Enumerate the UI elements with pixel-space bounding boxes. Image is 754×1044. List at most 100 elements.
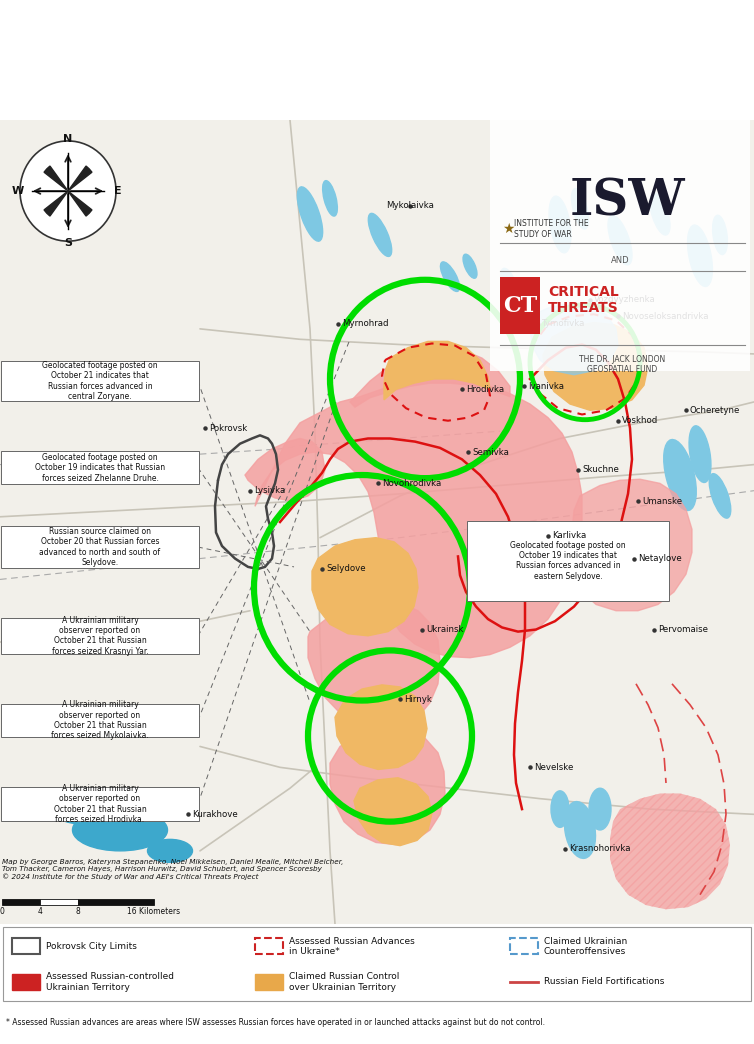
FancyBboxPatch shape — [1, 704, 199, 737]
Ellipse shape — [565, 802, 596, 858]
Text: ★: ★ — [502, 222, 514, 236]
Text: Nevelske: Nevelske — [534, 763, 573, 772]
Text: Lysivka: Lysivka — [254, 487, 285, 495]
Text: Kurakhove: Kurakhove — [192, 810, 238, 818]
Text: 16 Kilometers: 16 Kilometers — [127, 907, 180, 917]
Text: Selydove: Selydove — [326, 565, 366, 573]
Ellipse shape — [368, 213, 391, 257]
Text: 8: 8 — [75, 907, 81, 917]
Text: Russian Field Fortifications: Russian Field Fortifications — [544, 977, 664, 987]
Ellipse shape — [549, 196, 571, 253]
Text: Ocheretyne: Ocheretyne — [690, 406, 740, 414]
Polygon shape — [384, 341, 490, 400]
Polygon shape — [245, 438, 325, 501]
Ellipse shape — [440, 262, 459, 291]
Text: Map by George Barros, Kateryna Stepanenko, Noel Mikkelsen, Daniel Mealie, Mitche: Map by George Barros, Kateryna Stepanenk… — [2, 859, 343, 880]
Text: E: E — [115, 186, 122, 196]
Bar — [490, 120, 750, 371]
Bar — [40, 899, 78, 905]
Ellipse shape — [297, 187, 323, 241]
Text: Hrodivka: Hrodivka — [466, 385, 504, 394]
FancyBboxPatch shape — [1, 618, 199, 654]
Text: CRITICAL
THREATS: CRITICAL THREATS — [548, 285, 619, 315]
Bar — [12, 939, 40, 954]
Ellipse shape — [589, 788, 611, 830]
Ellipse shape — [551, 791, 569, 827]
FancyBboxPatch shape — [1, 526, 199, 568]
Text: Vozdvyzhenka: Vozdvyzhenka — [594, 295, 656, 304]
Text: Pervomaise: Pervomaise — [658, 625, 708, 634]
Text: * Assessed Russian advances are areas where ISW assesses Russian forces have ope: * Assessed Russian advances are areas wh… — [6, 1018, 545, 1026]
Bar — [510, 939, 538, 954]
Text: Geolocated footage posted on
October 19 indicates that Russian
forces seized Zhe: Geolocated footage posted on October 19 … — [35, 453, 165, 482]
Polygon shape — [330, 728, 445, 845]
Ellipse shape — [713, 215, 728, 255]
Polygon shape — [543, 323, 648, 410]
Text: AND: AND — [611, 256, 630, 265]
Ellipse shape — [572, 189, 589, 229]
Polygon shape — [350, 350, 510, 407]
Text: Myrnohrad: Myrnohrad — [342, 319, 388, 328]
Polygon shape — [68, 166, 92, 191]
Text: Russian source claimed on
October 20 that Russian forces
advanced to north and s: Russian source claimed on October 20 tha… — [39, 527, 161, 567]
Text: A Ukrainian military
observer reported on
October 21 that Russian
forces seized : A Ukrainian military observer reported o… — [51, 701, 149, 740]
Bar — [255, 939, 283, 954]
Ellipse shape — [501, 268, 520, 306]
FancyBboxPatch shape — [467, 521, 669, 601]
Text: Hirnyk: Hirnyk — [404, 695, 432, 704]
Ellipse shape — [72, 809, 167, 851]
Text: Karlivka: Karlivka — [552, 531, 587, 540]
Text: Voskhod: Voskhod — [622, 417, 658, 425]
Polygon shape — [44, 191, 68, 216]
Text: Claimed Ukrainian
Counteroffensives: Claimed Ukrainian Counteroffensives — [544, 936, 627, 956]
Ellipse shape — [664, 440, 696, 511]
Text: Umanske: Umanske — [642, 497, 682, 505]
Text: Pokrovsk City Limits: Pokrovsk City Limits — [46, 942, 137, 951]
Ellipse shape — [53, 794, 108, 824]
Text: ISW: ISW — [570, 177, 685, 227]
Bar — [500, 277, 540, 334]
Text: S: S — [64, 238, 72, 248]
Polygon shape — [308, 600, 440, 728]
Text: Ivanivka: Ivanivka — [528, 382, 564, 390]
FancyBboxPatch shape — [1, 361, 199, 401]
Circle shape — [20, 141, 116, 241]
Ellipse shape — [689, 426, 711, 482]
Ellipse shape — [463, 254, 477, 279]
Polygon shape — [255, 379, 582, 658]
Text: Claimed Russian Control
over Ukrainian Territory: Claimed Russian Control over Ukrainian T… — [289, 972, 400, 992]
Text: W: W — [11, 186, 24, 196]
Bar — [2, 899, 40, 905]
Text: Skuchne: Skuchne — [582, 466, 619, 474]
Text: A Ukrainian military
observer reported on
October 21 that Russian
forces seized : A Ukrainian military observer reported o… — [51, 616, 149, 656]
Text: 4: 4 — [38, 907, 42, 917]
Polygon shape — [312, 538, 418, 636]
Text: Geolocated footage posted on
October 19 indicates that
Russian forces advanced i: Geolocated footage posted on October 19 … — [510, 541, 626, 580]
Polygon shape — [335, 685, 427, 769]
Polygon shape — [44, 166, 68, 191]
Ellipse shape — [688, 226, 713, 286]
Text: 0: 0 — [0, 907, 5, 917]
Ellipse shape — [148, 839, 192, 862]
Polygon shape — [610, 793, 730, 909]
Text: Assessed Russian-controlled
Ukrainian Territory: Assessed Russian-controlled Ukrainian Te… — [46, 972, 174, 992]
Ellipse shape — [608, 215, 632, 265]
Ellipse shape — [650, 193, 670, 235]
Polygon shape — [354, 778, 432, 846]
Text: CT: CT — [503, 294, 537, 317]
Text: N: N — [63, 134, 72, 144]
Text: Semivka: Semivka — [472, 448, 509, 456]
Text: Assessed Russian Advances
in Ukraine*: Assessed Russian Advances in Ukraine* — [289, 936, 415, 956]
Polygon shape — [68, 191, 92, 216]
Polygon shape — [530, 304, 618, 375]
Ellipse shape — [710, 474, 731, 518]
Text: Pokrovsk: Pokrovsk — [209, 424, 247, 432]
Text: A Ukrainian military
observer reported on
October 21 that Russian
forces seized : A Ukrainian military observer reported o… — [54, 784, 146, 824]
Bar — [78, 899, 154, 905]
FancyBboxPatch shape — [1, 787, 199, 821]
Text: as of October 22, 2024, 3:00 PM ET: as of October 22, 2024, 3:00 PM ET — [107, 80, 647, 108]
Text: THE DR. JACK LONDON
GEOSPATIAL FUND: THE DR. JACK LONDON GEOSPATIAL FUND — [579, 355, 665, 375]
Text: Ukrainsk: Ukrainsk — [426, 625, 464, 634]
Text: INSTITUTE FOR THE
STUDY OF WAR: INSTITUTE FOR THE STUDY OF WAR — [514, 219, 589, 239]
Text: Geolocated footage posted on
October 21 indicates that
Russian forces advanced i: Geolocated footage posted on October 21 … — [42, 361, 158, 401]
